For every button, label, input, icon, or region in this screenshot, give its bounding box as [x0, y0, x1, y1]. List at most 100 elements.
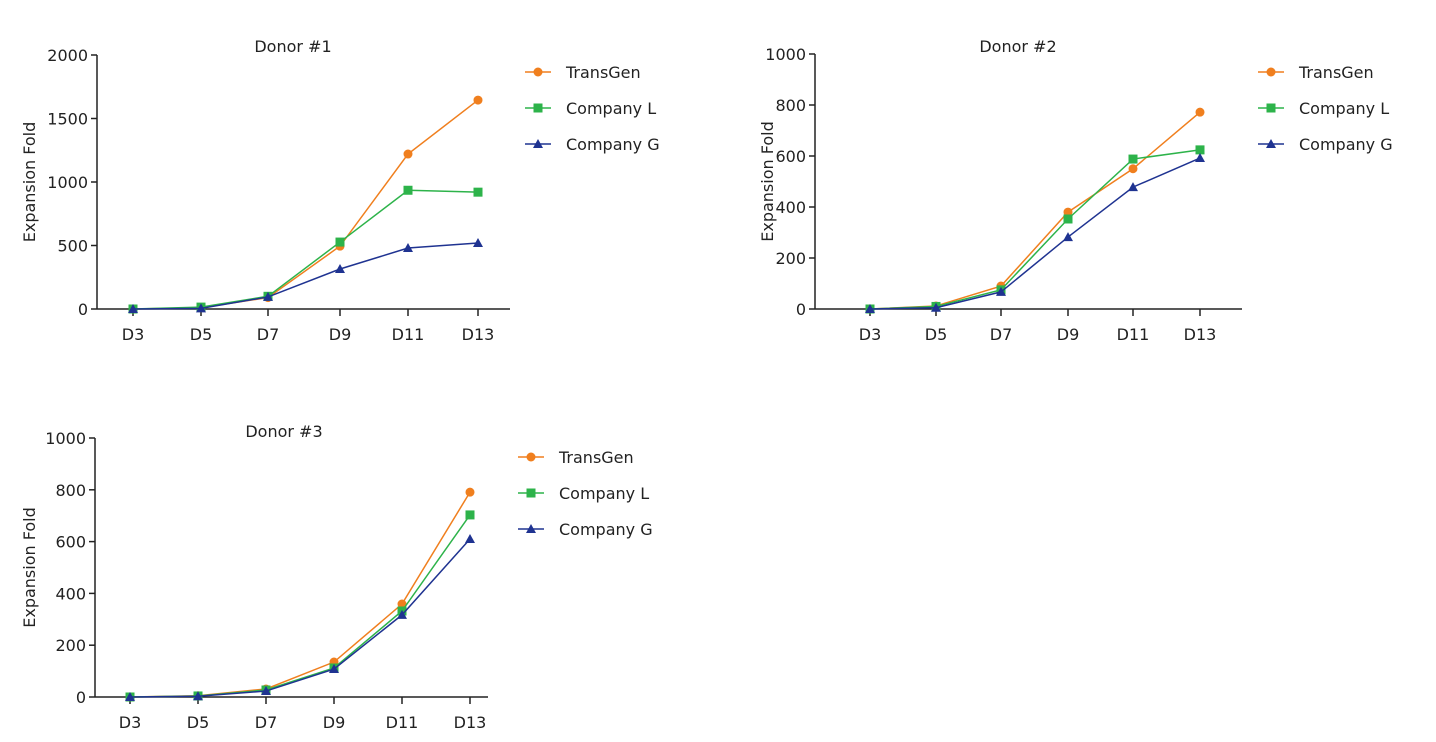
series-line	[129, 514, 471, 698]
data-point	[473, 95, 483, 105]
series-line	[869, 111, 1201, 310]
series-line	[869, 149, 1201, 310]
series-line	[129, 491, 471, 698]
series-line	[132, 189, 479, 310]
data-point	[1128, 182, 1138, 192]
legend-entry: Company G	[518, 520, 653, 539]
x-tick-label: D3	[122, 325, 145, 344]
data-point	[263, 291, 273, 301]
x-tick-label: D7	[255, 713, 278, 732]
legend-entry: Company G	[525, 135, 660, 154]
data-point	[1195, 153, 1205, 163]
data-point	[403, 243, 413, 253]
legend-entry: Company G	[1258, 135, 1393, 154]
data-point	[128, 304, 138, 313]
data-point	[1063, 207, 1073, 217]
data-point	[1195, 145, 1205, 155]
x-tick-label: D5	[187, 713, 210, 732]
x-tick-label: D9	[323, 713, 346, 732]
data-point	[397, 599, 407, 609]
data-point	[473, 187, 483, 197]
series-company-g	[128, 237, 483, 313]
legend-entry: Company L	[518, 484, 649, 503]
x-tick-label: D3	[119, 713, 142, 732]
legend-label: Company G	[559, 520, 653, 539]
y-tick-label: 1000	[765, 45, 806, 64]
data-point	[473, 237, 483, 247]
series-line	[132, 99, 479, 310]
chart-3: Donor #3 Expansion Fold 0 200 400 600 800 1000 D…	[20, 422, 653, 732]
y-tick-label: 2000	[47, 46, 88, 65]
data-point	[196, 303, 206, 313]
series-transgen	[865, 107, 1205, 314]
x-tick-label: D5	[190, 325, 213, 344]
y-tick-label: 1000	[45, 429, 86, 448]
y-tick-label: 0	[76, 688, 86, 707]
data-point	[125, 692, 135, 701]
y-tick-label: 1000	[47, 173, 88, 192]
y-tick-label: 600	[55, 533, 86, 552]
series-company-l	[125, 510, 475, 702]
x-tick-label: D11	[1117, 325, 1150, 344]
series-transgen	[125, 487, 475, 702]
data-point	[335, 237, 345, 247]
y-axis-label: Expansion Fold	[20, 122, 39, 243]
legend-marker	[526, 524, 536, 533]
data-point	[465, 510, 475, 520]
legend-label: TransGen	[565, 63, 641, 82]
y-tick-label: 1500	[47, 110, 88, 129]
data-point	[1063, 214, 1073, 224]
series-company-g	[865, 153, 1205, 313]
x-tick-label: D7	[990, 325, 1013, 344]
y-tick-label: 400	[55, 584, 86, 603]
x-tick-label: D13	[1184, 325, 1217, 344]
data-point	[1063, 232, 1073, 242]
legend-marker	[533, 67, 543, 77]
data-point	[865, 304, 875, 313]
data-point	[996, 286, 1006, 296]
legend-entry: Company L	[1258, 99, 1389, 118]
data-point	[931, 302, 941, 312]
legend-label: Company L	[1299, 99, 1389, 118]
x-tick-label: D5	[925, 325, 948, 344]
legend-label: TransGen	[558, 448, 634, 467]
x-tick-label: D3	[859, 325, 882, 344]
legend-marker	[1266, 139, 1276, 148]
data-point	[403, 185, 413, 195]
legend-marker	[533, 103, 543, 113]
x-tick-label: D11	[392, 325, 425, 344]
legend-label: TransGen	[1298, 63, 1374, 82]
series-line	[129, 538, 471, 698]
y-tick-label: 400	[775, 198, 806, 217]
y-tick-label: 0	[796, 300, 806, 319]
series-line	[869, 157, 1201, 310]
legend-marker	[1266, 67, 1276, 77]
legend-marker	[1266, 103, 1276, 113]
series-company-l	[865, 145, 1205, 314]
data-point	[1195, 107, 1205, 117]
data-point	[193, 691, 203, 701]
data-point	[329, 664, 339, 674]
legend-label: Company L	[559, 484, 649, 503]
chart-title: Donor #3	[245, 422, 322, 441]
chart-title: Donor #1	[254, 37, 331, 56]
y-tick-label: 200	[775, 249, 806, 268]
legend-label: Company L	[566, 99, 656, 118]
chart-1: Donor #1 Expansion Fold 0 500 1000 1500 2000 D3…	[20, 37, 660, 344]
x-tick-label: D9	[1057, 325, 1080, 344]
y-axis-label: Expansion Fold	[20, 507, 39, 628]
series-transgen	[128, 95, 483, 314]
series-company-l	[128, 185, 483, 314]
data-point	[465, 487, 475, 497]
data-point	[1128, 164, 1138, 174]
data-point	[465, 534, 475, 544]
series-company-g	[125, 534, 475, 701]
legend-label: Company G	[1299, 135, 1393, 154]
legend-entry: Company L	[525, 99, 656, 118]
y-tick-label: 800	[55, 481, 86, 500]
series-line	[132, 242, 479, 310]
legend-entry: TransGen	[1258, 63, 1374, 82]
x-tick-label: D9	[329, 325, 352, 344]
chart-2: Donor #2 Expansion Fold 0 200 400 600 800 1000 D…	[758, 37, 1393, 344]
